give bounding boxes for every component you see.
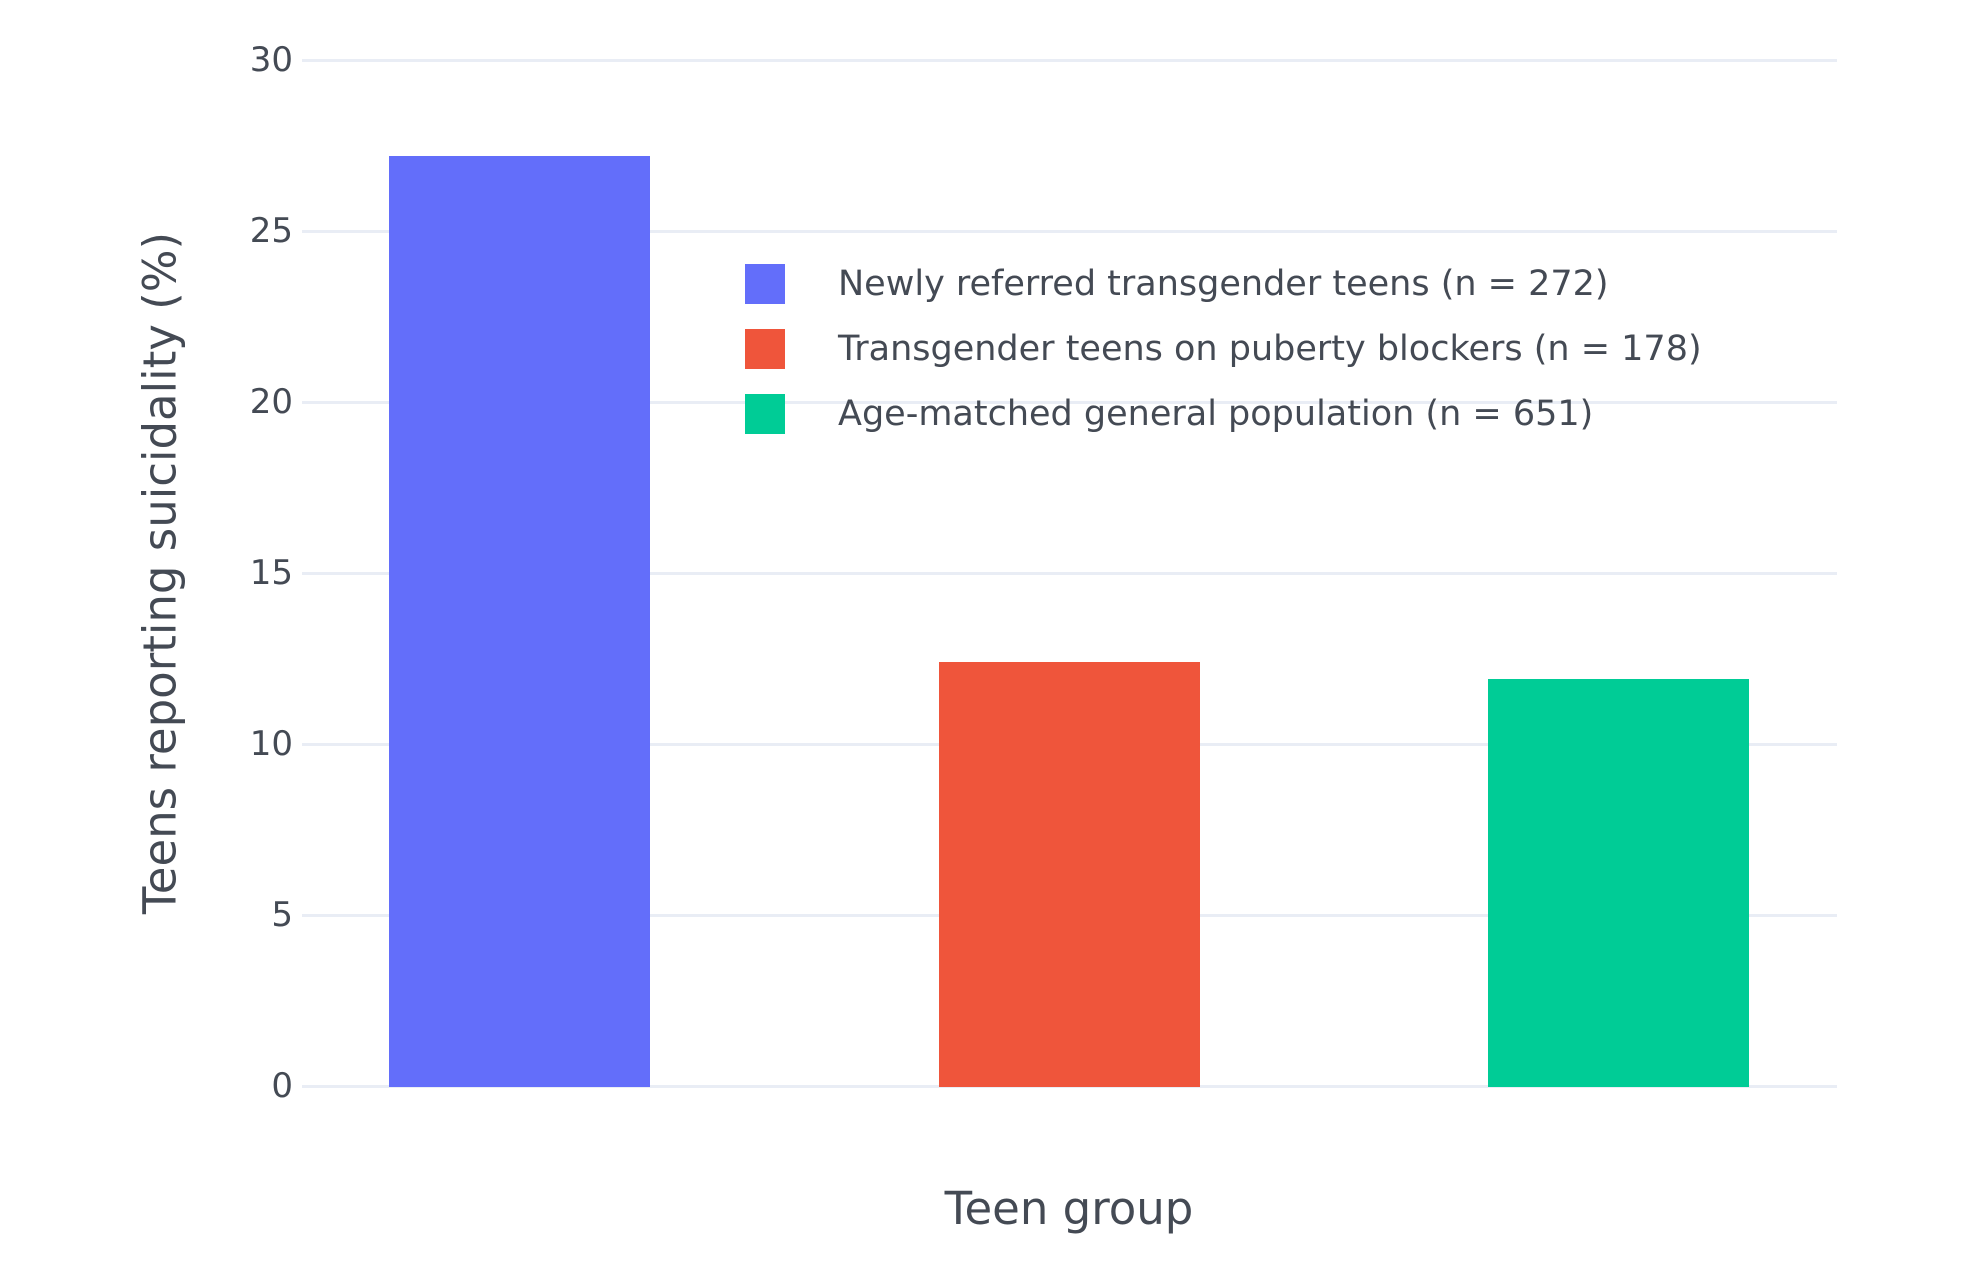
legend-swatch-icon	[745, 393, 785, 434]
gridline	[302, 571, 1837, 575]
x-axis-title: Teen group	[944, 1182, 1194, 1235]
legend-label: Age-matched general population (n = 651)	[838, 393, 1594, 434]
y-tick-label: 5	[271, 895, 293, 935]
y-tick-label: 30	[249, 40, 293, 80]
legend-item-puberty-blockers[interactable]: Transgender teens on puberty blockers (n…	[745, 316, 1702, 381]
legend-label: Transgender teens on puberty blockers (n…	[838, 328, 1702, 369]
bar[interactable]	[389, 155, 650, 1088]
gridline	[302, 229, 1837, 233]
bar[interactable]	[938, 661, 1200, 1088]
legend-swatch-icon	[745, 263, 785, 304]
y-tick-label: 10	[249, 724, 293, 764]
legend-swatch-icon	[745, 328, 785, 369]
bar[interactable]	[1488, 679, 1750, 1088]
gridline	[302, 400, 1837, 404]
legend-label: Newly referred transgender teens (n = 27…	[838, 263, 1609, 304]
y-tick-label: 25	[249, 211, 293, 251]
legend-item-newly-referred[interactable]: Newly referred transgender teens (n = 27…	[745, 251, 1702, 316]
legend-item-general-population[interactable]: Age-matched general population (n = 651)	[745, 381, 1702, 446]
y-tick-label: 20	[249, 382, 293, 422]
y-axis-title: Teens reporting suicidality (%)	[133, 231, 187, 915]
gridline	[302, 58, 1837, 62]
y-tick-label: 15	[249, 553, 293, 593]
y-tick-label: 0	[271, 1066, 293, 1106]
legend: Newly referred transgender teens (n = 27…	[745, 251, 1702, 446]
